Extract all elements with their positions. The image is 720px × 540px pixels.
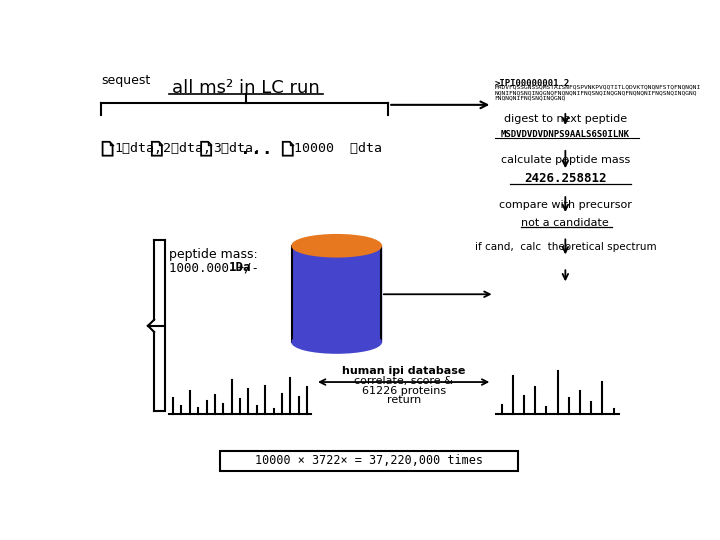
Text: MADVFQSSGNSSQMSTAISNFQSPVNKPVQQTITLQDVKTQNQNFSTQFNQNQNI: MADVFQSSGNSSQMSTAISNFQSPVNKPVQQTITLQDVKT… [495,85,701,90]
Text: peptide mass:: peptide mass: [168,248,258,261]
Ellipse shape [292,331,381,353]
Text: ...: ... [240,140,273,158]
Text: digest to next peptide: digest to next peptide [504,114,627,125]
Text: 1。dta,: 1。dta, [114,142,162,155]
Text: 2。dta,: 2。dta, [163,142,212,155]
Text: FNQNQNIFNQSNQINQGNQ: FNQNQNIFNQSNQINQGNQ [495,96,566,100]
FancyBboxPatch shape [220,450,518,470]
Text: if cand,  calc  theoretical spectrum: if cand, calc theoretical spectrum [474,242,656,252]
Polygon shape [283,142,293,156]
Text: 10000  。dta: 10000 。dta [294,142,382,155]
Text: 1Da: 1Da [229,261,251,274]
Text: 3。dta,: 3。dta, [212,142,261,155]
Text: return: return [387,395,420,405]
Polygon shape [201,142,211,156]
Text: all ms² in LC run: all ms² in LC run [172,79,320,97]
Text: 10000 × 3722× = 37,220,000 times: 10000 × 3722× = 37,220,000 times [255,454,483,467]
Bar [292,246,381,342]
Text: human ipi database: human ipi database [342,366,465,376]
Text: >IPI00000001.2: >IPI00000001.2 [495,79,570,87]
Text: 1000.000 +/-: 1000.000 +/- [168,261,266,274]
Text: correlate, score &: correlate, score & [354,376,453,386]
Text: not a candidate: not a candidate [521,218,609,228]
Polygon shape [152,142,162,156]
Text: 61226 proteins: 61226 proteins [361,386,446,395]
Text: 2426.258812: 2426.258812 [524,172,606,185]
Text: sequest: sequest [101,74,150,87]
Text: NQNIFNQSNQINQGNQFNQNQNIFNQSNQINQGNQFNQNQNIFNQSNQINQGNQ: NQNIFNQSNQINQGNQFNQNQNIFNQSNQINQGNQFNQNQ… [495,90,697,95]
Text: calculate peptide mass: calculate peptide mass [500,154,630,165]
Text: MSDVDVDVDNPS9AALS6S0ILNK: MSDVDVDVDNPS9AALS6S0ILNK [501,130,630,139]
Polygon shape [102,142,112,156]
Text: compare with precursor: compare with precursor [499,200,631,210]
Ellipse shape [292,235,381,256]
